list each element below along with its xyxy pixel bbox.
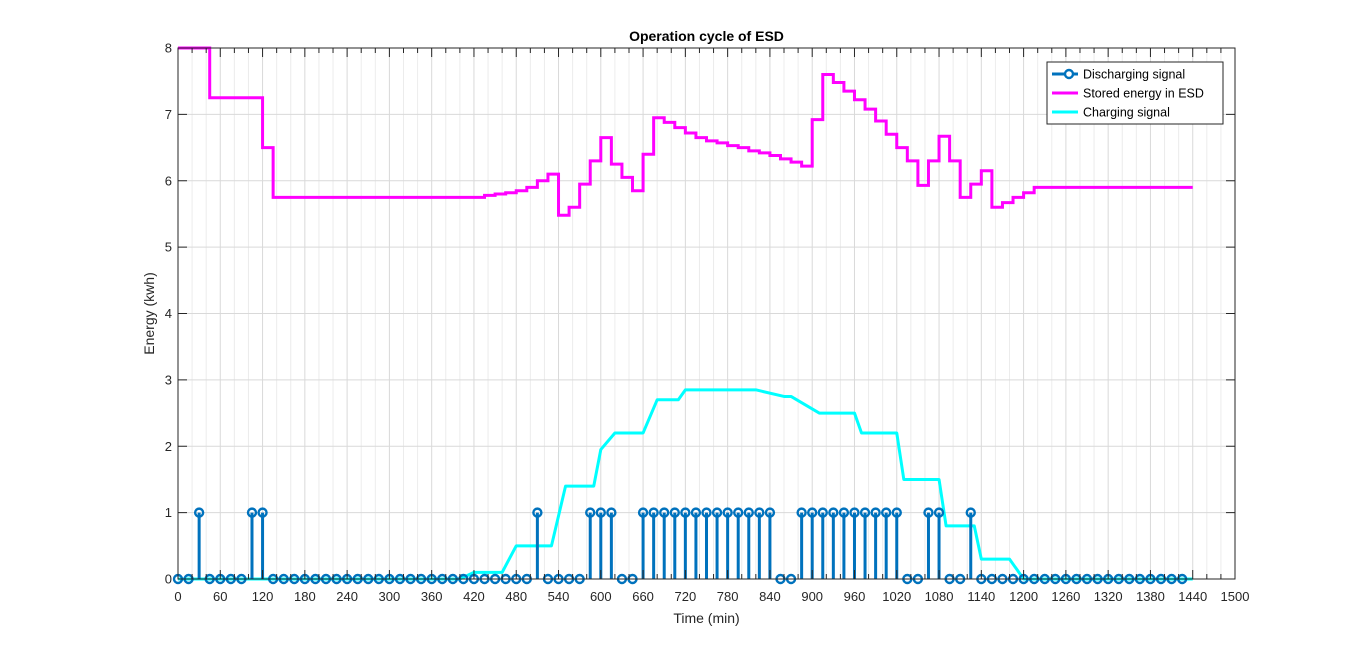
discharging-marker (859, 507, 871, 518)
x-tick-label: 60 (213, 589, 227, 604)
discharging-marker (828, 507, 839, 518)
discharging-marker (891, 507, 902, 518)
y-axis-title: Energy (kwh) (141, 272, 157, 354)
x-tick-label: 1500 (1221, 589, 1250, 604)
legend-entry-stored: Stored energy in ESD (1052, 87, 1204, 101)
x-axis-title: Time (min) (673, 610, 739, 626)
discharging-marker (722, 507, 733, 518)
y-tick-label: 4 (165, 306, 172, 321)
legend-entry-charging: Charging signal (1052, 106, 1170, 120)
discharging-marker (733, 507, 744, 518)
x-tick-label: 360 (421, 589, 443, 604)
discharging-marker (648, 507, 659, 518)
discharging-marker (838, 507, 850, 518)
x-tick-label: 840 (759, 589, 781, 604)
discharging-marker (796, 507, 807, 518)
discharging-marker (754, 507, 765, 518)
y-tick-label: 0 (165, 572, 172, 587)
legend-label: Stored energy in ESD (1083, 87, 1204, 101)
series-charging (178, 388, 1193, 581)
legend-entry-discharging: Discharging signal (1052, 68, 1185, 82)
discharging-marker (711, 507, 723, 518)
discharging-marker (595, 507, 606, 518)
discharging-marker (246, 507, 258, 518)
y-tick-label: 5 (165, 240, 172, 255)
x-tick-label: 120 (252, 589, 274, 604)
x-tick-label: 1140 (967, 589, 995, 604)
discharging-marker (637, 507, 649, 518)
x-tick-label: 720 (675, 589, 697, 604)
discharging-marker (680, 507, 691, 518)
x-tick-label: 480 (505, 589, 527, 604)
discharging-marker (606, 507, 617, 518)
x-tick-label: 0 (174, 589, 181, 604)
discharging-marker (743, 507, 754, 518)
x-tick-label: 300 (379, 589, 401, 604)
chart-title: Operation cycle of ESD (629, 28, 784, 44)
x-tick-label: 780 (717, 589, 739, 604)
charging-signal-line (178, 388, 1193, 581)
legend-label: Charging signal (1083, 106, 1170, 120)
discharging-marker (764, 507, 776, 518)
discharging-marker (585, 507, 596, 518)
discharging-marker (669, 507, 680, 518)
discharging-marker (690, 507, 702, 518)
legend-items: Discharging signal Stored energy in ESD Ch… (1052, 68, 1204, 120)
discharging-marker (193, 507, 205, 518)
x-tick-label: 960 (844, 589, 866, 604)
legend-label: Discharging signal (1083, 68, 1185, 82)
x-tick-label: 1260 (1051, 589, 1080, 604)
x-tick-label: 660 (632, 589, 654, 604)
y-tick-label: 1 (165, 505, 172, 520)
x-tick-label: 1380 (1136, 589, 1165, 604)
y-axis-tick-labels: 0 1 2 3 4 5 6 7 8 (165, 41, 172, 587)
discharging-marker (849, 507, 860, 518)
discharging-marker (923, 507, 934, 518)
y-tick-label: 6 (165, 173, 172, 188)
x-tick-label: 1020 (882, 589, 911, 604)
discharging-marker (965, 507, 976, 518)
discharging-marker (817, 507, 828, 518)
x-tick-label: 540 (548, 589, 570, 604)
stored-energy-line (178, 46, 1193, 217)
x-tick-label: 1320 (1094, 589, 1123, 604)
legend-marker (1063, 68, 1075, 80)
series-stored (178, 46, 1193, 217)
x-tick-label: 1440 (1178, 589, 1207, 604)
x-tick-label: 180 (294, 589, 316, 604)
legend: Discharging signal Stored energy in ESD Ch… (1046, 61, 1224, 125)
discharging-marker (532, 507, 543, 518)
discharging-marker (933, 507, 945, 518)
discharging-marker (257, 507, 268, 518)
discharging-marker (880, 507, 892, 518)
x-tick-label: 600 (590, 589, 612, 604)
y-tick-label: 2 (165, 439, 172, 454)
axis-ticks (177, 47, 1236, 580)
y-tick-label: 3 (165, 372, 172, 387)
x-axis-tick-labels: 0 60 120 180 240 300 360 420 480 540 600 660 720 780 8… (174, 589, 1249, 604)
x-tick-label: 1200 (1009, 589, 1038, 604)
discharging-marker (870, 507, 881, 518)
x-tick-label: 240 (336, 589, 358, 604)
discharging-marker (659, 507, 670, 518)
x-tick-label: 420 (463, 589, 485, 604)
y-tick-label: 7 (165, 107, 172, 122)
x-tick-label: 1080 (925, 589, 954, 604)
y-tick-label: 8 (165, 41, 172, 56)
discharging-marker (807, 507, 818, 518)
discharging-marker (701, 507, 712, 518)
x-tick-label: 900 (801, 589, 823, 604)
